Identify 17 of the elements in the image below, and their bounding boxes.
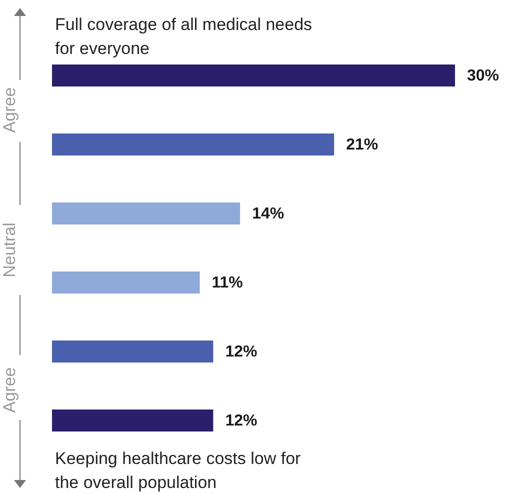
bar: [52, 202, 240, 225]
annotation: Keeping healthcare costs low for the overall population: [55, 449, 302, 492]
bar: [52, 340, 214, 363]
text: Neutral: [0, 222, 19, 278]
bar: [52, 409, 214, 432]
data-label: 11%: [212, 274, 243, 292]
text: Agree: [0, 87, 19, 133]
data-label: 14%: [252, 206, 284, 222]
text: Agree: [0, 367, 19, 413]
data-label: 30%: [467, 68, 500, 84]
bar: [52, 271, 200, 294]
data-label: 21%: [346, 136, 378, 154]
bar: [52, 133, 334, 156]
data-label: 12%: [225, 412, 258, 430]
bar: [52, 64, 455, 87]
data-label: 12%: [225, 344, 258, 360]
annotation: Full coverage of all medical needs for everyone: [55, 15, 312, 58]
